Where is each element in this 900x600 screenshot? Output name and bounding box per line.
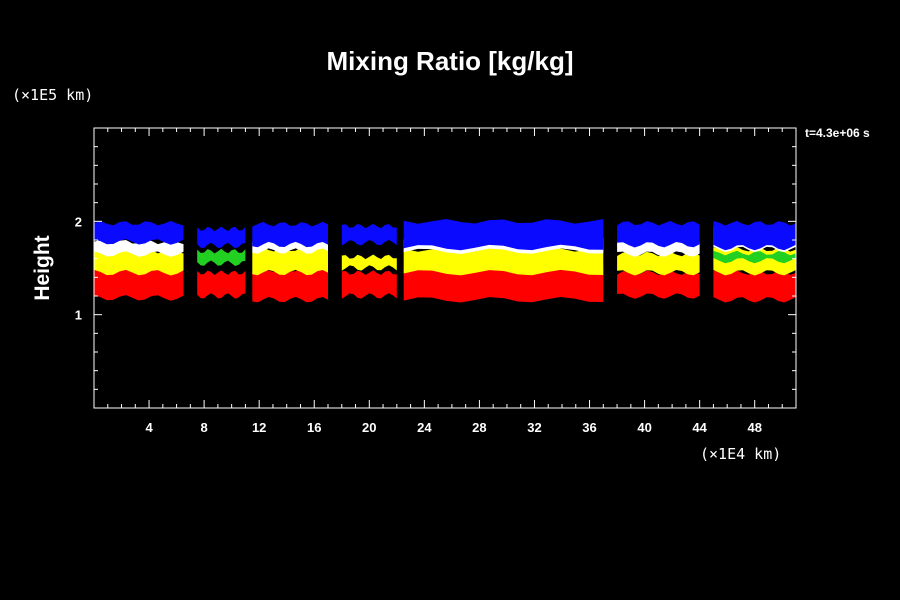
cloud-5-blue-band [403, 219, 604, 251]
x-tick-label: 20 [362, 420, 376, 435]
x-tick-label: 32 [527, 420, 541, 435]
cloud-7-red-band [713, 270, 796, 303]
x-tick-label: 4 [145, 420, 153, 435]
x-axis-unit: (×1E4 km) [700, 445, 782, 463]
cloud-7-green-band [713, 250, 796, 264]
cloud-5-red-band [403, 265, 604, 303]
y-axis-unit: (×1E5 km) [12, 86, 94, 104]
cloud-2-red-band [197, 270, 246, 299]
cloud-1-blue-band [94, 220, 184, 245]
cloud-5-yellow-band [403, 247, 604, 276]
cloud-4-blue-band [341, 223, 397, 246]
y-tick-label: 1 [75, 308, 82, 323]
time-label: t=4.3e+06 s [805, 126, 870, 140]
cloud-6-yellow-band [617, 251, 700, 276]
cloud-4-red-band [341, 270, 397, 299]
cloud-6-blue-band [617, 220, 700, 248]
cloud-7-blue-band [713, 220, 796, 251]
x-tick-label: 44 [692, 420, 707, 435]
cloud-4-yellow-band [341, 254, 397, 271]
x-tick-label: 24 [417, 420, 432, 435]
y-tick-label: 2 [75, 214, 82, 229]
cloud-3-yellow-band [252, 247, 328, 276]
x-tick-label: 16 [307, 420, 321, 435]
cloud-1-yellow-band [94, 248, 184, 276]
x-tick-label: 28 [472, 420, 486, 435]
cloud-2-green-band [197, 248, 246, 266]
cloud-3-blue-band [252, 221, 328, 248]
x-tick-label: 8 [201, 420, 208, 435]
cloud-1-white-band [94, 239, 184, 257]
cloud-6-red-band [617, 270, 700, 299]
x-tick-label: 40 [637, 420, 651, 435]
chart-title: Mixing Ratio [kg/kg] [326, 46, 574, 76]
x-tick-label: 36 [582, 420, 596, 435]
plot-frame [93, 127, 797, 409]
x-tick-label: 48 [747, 420, 761, 435]
cloud-3-red-band [252, 267, 328, 303]
cloud-2-blue-band [197, 226, 246, 249]
x-tick-label: 12 [252, 420, 266, 435]
